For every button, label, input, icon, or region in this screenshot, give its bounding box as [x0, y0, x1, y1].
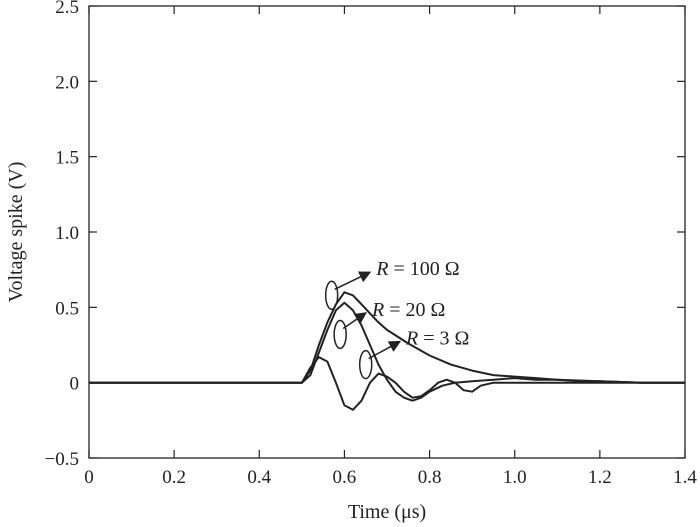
annotation-ellipse — [324, 280, 339, 311]
y-tick-label: 2.0 — [55, 72, 79, 93]
annotation-ellipse — [333, 319, 347, 350]
annotation-label: R = 100 Ω — [375, 258, 459, 280]
plot-frame — [88, 5, 686, 459]
tick-labels: 0 0.2 0.4 0.6 0.8 1.0 1.2 1.4−0.500.51.01.52.02… — [45, 0, 698, 488]
annotation-label: R = 20 Ω — [371, 299, 445, 321]
x-tick-label: 1.0 — [503, 467, 527, 488]
y-tick-label: 2.5 — [55, 0, 79, 18]
x-tick-label: 0.2 — [162, 467, 186, 488]
x-tick-label: 1.2 — [588, 467, 612, 488]
axis-ticks — [88, 5, 686, 459]
annotation-label: R = 3 Ω — [405, 327, 469, 349]
annotations: R = 100 Ω R = 20 Ω R = 3 Ω — [324, 258, 469, 380]
x-tick-label: 0 — [84, 467, 94, 488]
x-tick-label: 0.6 — [333, 467, 357, 488]
series-group — [89, 291, 685, 411]
y-axis-label: Voltage spike (V) — [5, 162, 27, 303]
y-tick-label: −0.5 — [45, 449, 79, 470]
x-tick-label: 0.4 — [247, 467, 271, 488]
annotation-arrow — [334, 271, 372, 290]
annotation-arrow — [368, 340, 402, 360]
x-tick-label: 0.8 — [418, 467, 442, 488]
y-tick-label: 1.0 — [55, 223, 79, 244]
annotation-ellipse — [358, 349, 373, 380]
series-line-3 — [89, 356, 685, 411]
y-tick-label: 0.5 — [55, 298, 79, 319]
annotation-arrow — [342, 312, 367, 330]
x-axis-label: Time (μs) — [348, 501, 426, 523]
y-tick-label: 1.5 — [55, 148, 79, 169]
x-tick-label: 1.4 — [673, 467, 697, 488]
y-tick-label: 0 — [70, 374, 80, 395]
